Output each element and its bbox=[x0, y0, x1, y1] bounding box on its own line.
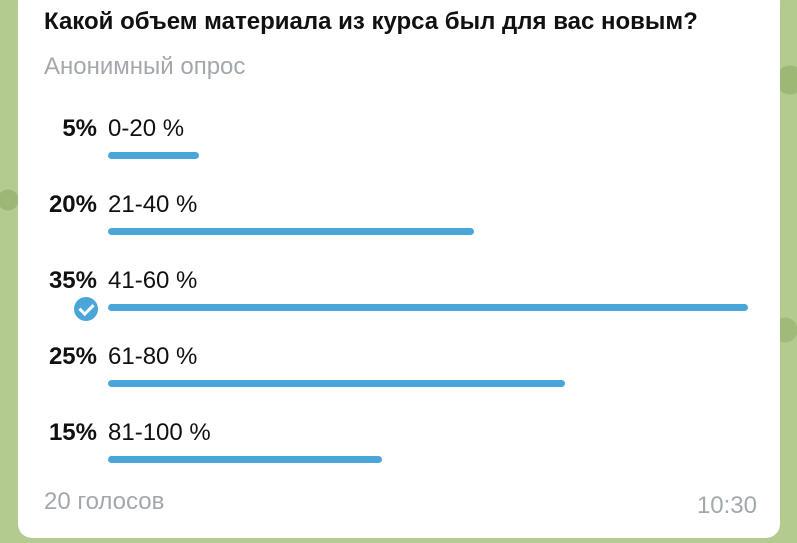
poll-option-bar bbox=[108, 456, 382, 463]
poll-option-label: 0-20 % bbox=[108, 115, 185, 142]
poll-option-bar bbox=[108, 228, 474, 235]
poll-message-bubble bbox=[18, 0, 780, 538]
poll-option-percent: 5% bbox=[62, 115, 97, 142]
poll-option-bar bbox=[108, 152, 199, 159]
poll-option-label: 21-40 % bbox=[108, 191, 198, 218]
poll-option-label: 81-100 % bbox=[108, 419, 211, 446]
poll-option-bar bbox=[108, 304, 748, 311]
poll-option-2[interactable]: 35% 41-60 % bbox=[0, 267, 797, 337]
poll-option-percent: 20% bbox=[48, 191, 97, 218]
poll-option-3[interactable]: 25% 61-80 % bbox=[0, 343, 797, 413]
poll-option-percent: 15% bbox=[48, 419, 97, 446]
poll-option-bar bbox=[108, 380, 565, 387]
poll-option-percent: 25% bbox=[48, 343, 97, 370]
poll-option-0[interactable]: 5% 0-20 % bbox=[0, 115, 797, 185]
poll-option-1[interactable]: 20% 21-40 % bbox=[0, 191, 797, 261]
message-timestamp: 10:30 bbox=[696, 492, 757, 519]
poll-option-4[interactable]: 15% 81-100 % bbox=[0, 419, 797, 489]
poll-votes-count[interactable]: 20 голосов bbox=[44, 488, 165, 515]
poll-option-label: 41-60 % bbox=[108, 267, 198, 294]
poll-type-label: Анонимный опрос bbox=[44, 53, 246, 80]
poll-question: Какой объем материала из курса был для в… bbox=[44, 8, 698, 35]
check-icon bbox=[74, 297, 98, 321]
poll-option-percent: 35% bbox=[48, 267, 97, 294]
poll-option-label: 61-80 % bbox=[108, 343, 198, 370]
